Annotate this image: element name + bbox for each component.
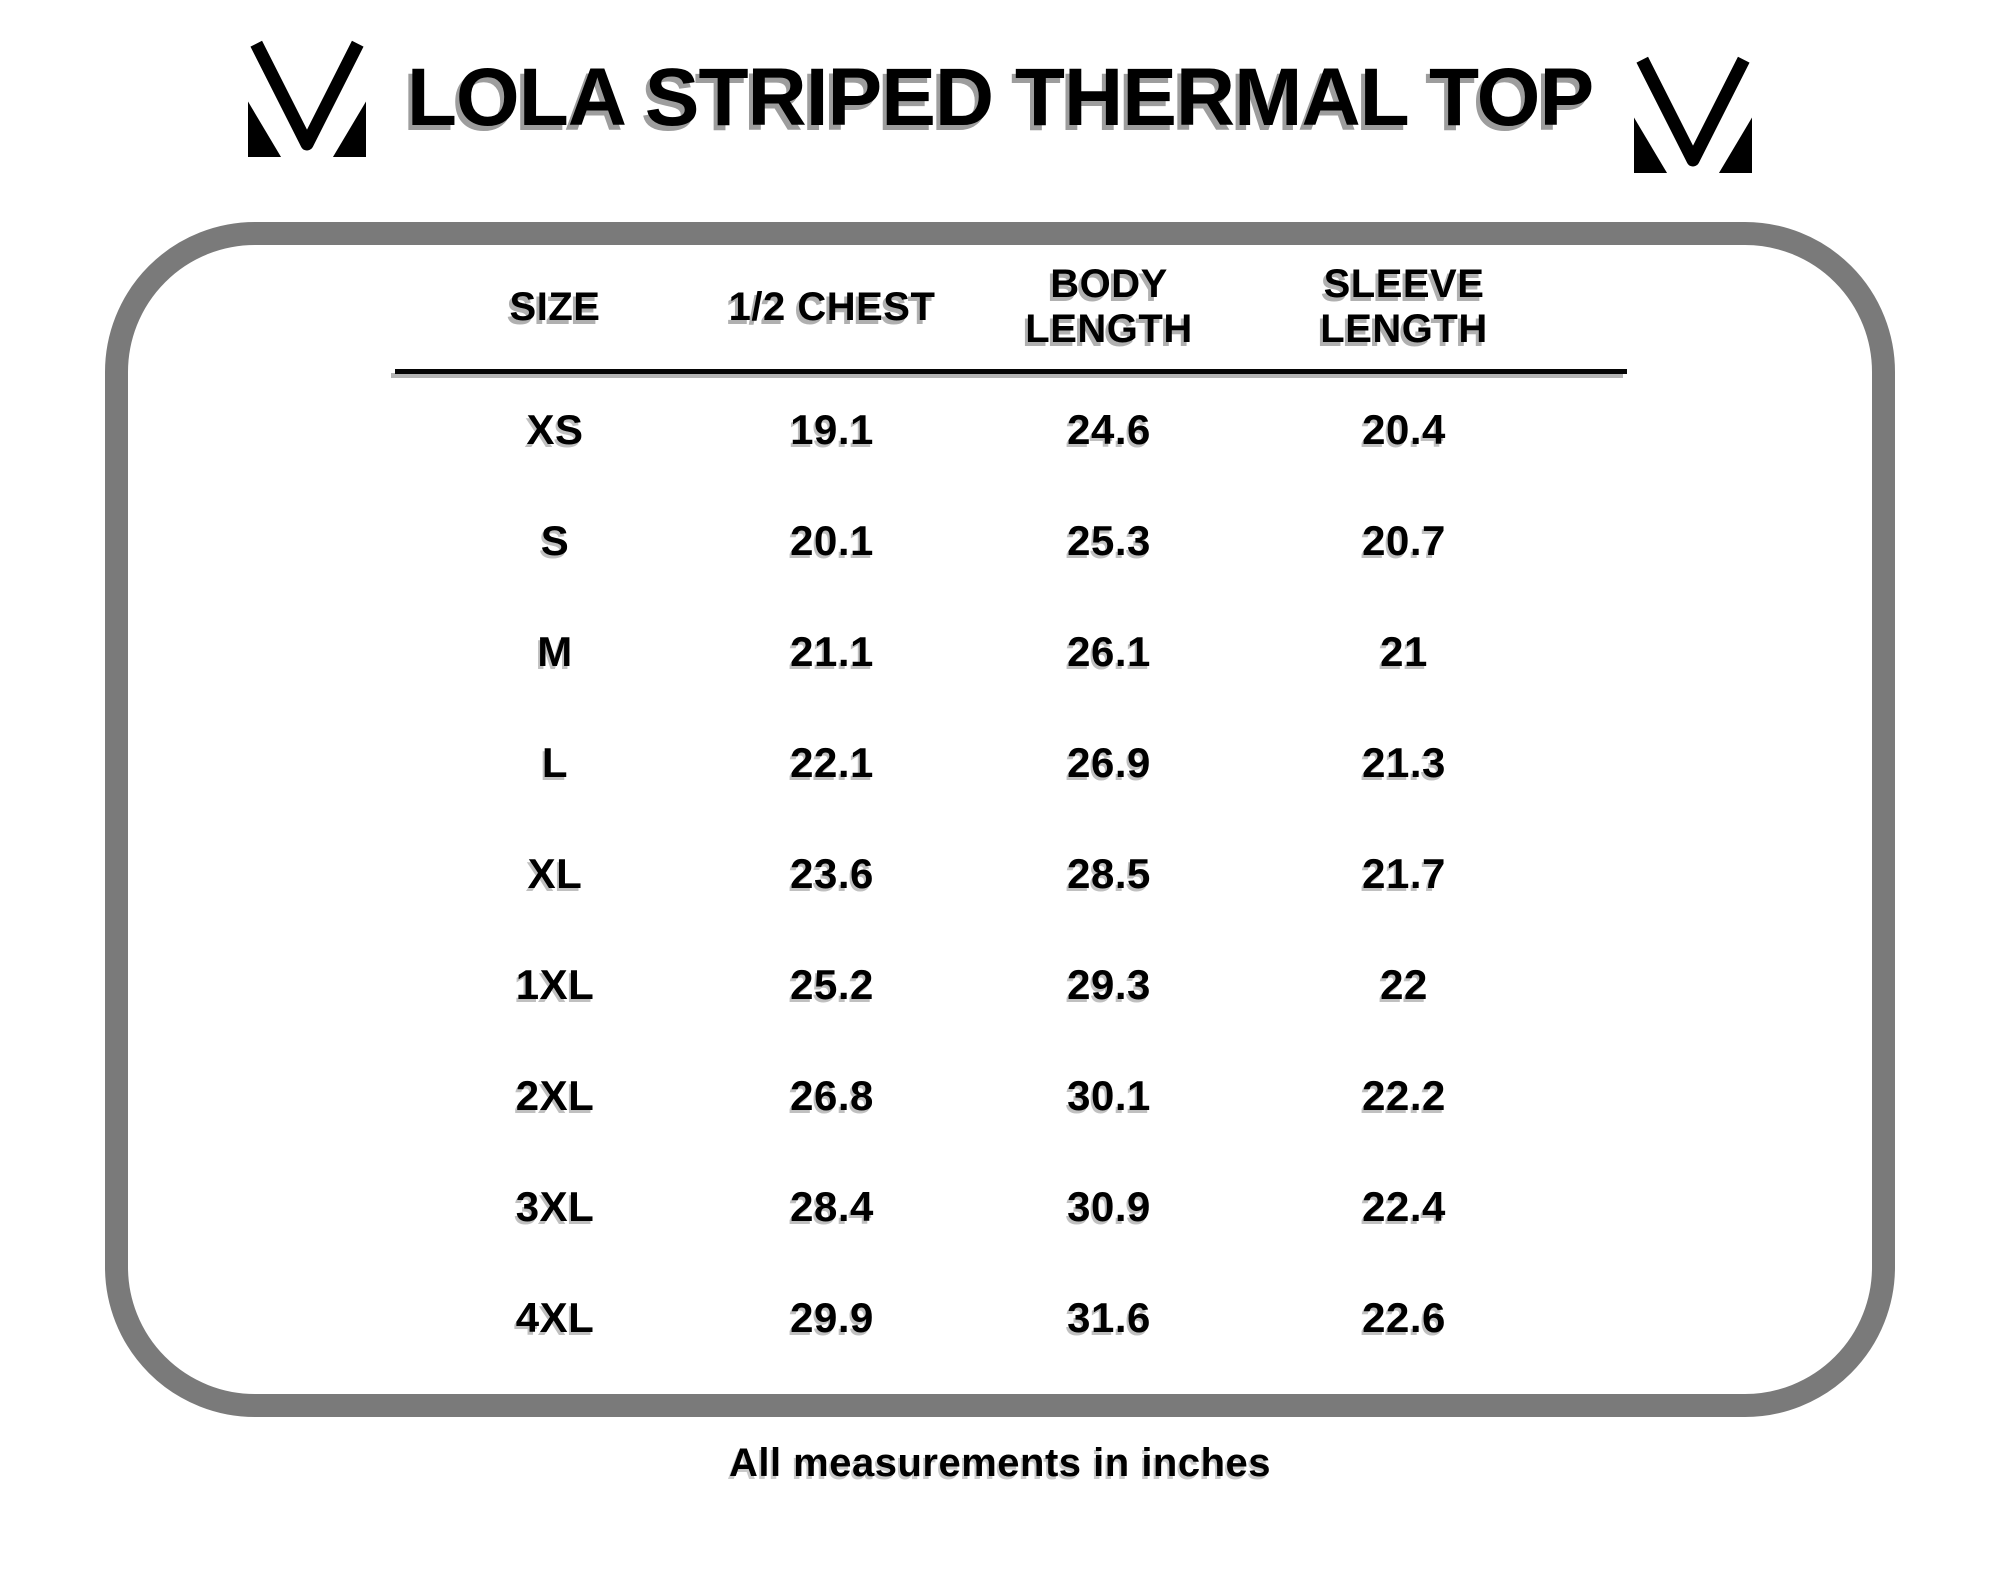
size-label: M bbox=[537, 627, 573, 675]
chest-value: 28.4 bbox=[790, 1182, 874, 1230]
size-label: 4XL bbox=[515, 1293, 595, 1341]
table-row: 2XL 26.8 30.1 22.2 bbox=[395, 1040, 1627, 1151]
table-row: XS 19.1 24.6 20.4 bbox=[395, 374, 1627, 485]
body-length-value: 24.6 bbox=[1067, 405, 1151, 453]
column-header-sleeve: SLEEVE LENGTH bbox=[1320, 262, 1488, 351]
body-length-value: 28.5 bbox=[1067, 849, 1151, 897]
header-divider bbox=[395, 369, 1627, 374]
table-row: 3XL 28.4 30.9 22.4 bbox=[395, 1151, 1627, 1262]
sleeve-value: 22.2 bbox=[1362, 1071, 1446, 1119]
chest-value: 26.8 bbox=[790, 1071, 874, 1119]
sleeve-value: 21.7 bbox=[1362, 849, 1446, 897]
body-length-value: 29.3 bbox=[1067, 960, 1151, 1008]
table-row: XL 23.6 28.5 21.7 bbox=[395, 818, 1627, 929]
sleeve-value: 22 bbox=[1380, 960, 1428, 1008]
size-label: 3XL bbox=[515, 1182, 595, 1230]
table-row: M 21.1 26.1 21 bbox=[395, 596, 1627, 707]
size-label: S bbox=[540, 516, 570, 564]
body-length-value: 31.6 bbox=[1067, 1293, 1151, 1341]
column-header-body: BODY LENGTH bbox=[1025, 262, 1193, 351]
table-row: S 20.1 25.3 20.7 bbox=[395, 485, 1627, 596]
brand-monogram-icon bbox=[1631, 55, 1755, 173]
chest-value: 22.1 bbox=[790, 738, 874, 786]
table-header-row: SIZE 1/2 CHEST BODY LENGTH SLEEVE LENGTH bbox=[395, 245, 1627, 369]
size-label: XS bbox=[526, 405, 584, 453]
brand-monogram-icon bbox=[245, 39, 369, 157]
size-chart-table: SIZE 1/2 CHEST BODY LENGTH SLEEVE LENGTH… bbox=[395, 245, 1627, 1373]
size-chart-panel: SIZE 1/2 CHEST BODY LENGTH SLEEVE LENGTH… bbox=[105, 222, 1895, 1417]
sleeve-value: 20.7 bbox=[1362, 516, 1446, 564]
body-length-value: 26.1 bbox=[1067, 627, 1151, 675]
size-label: 2XL bbox=[515, 1071, 595, 1119]
page-title: LOLA STRIPED THERMAL TOP bbox=[406, 51, 1594, 143]
table-row: 4XL 29.9 31.6 22.6 bbox=[395, 1262, 1627, 1373]
size-label: 1XL bbox=[515, 960, 595, 1008]
sleeve-value: 21.3 bbox=[1362, 738, 1446, 786]
size-label: L bbox=[541, 738, 569, 786]
chest-value: 20.1 bbox=[790, 516, 874, 564]
body-length-value: 30.1 bbox=[1067, 1071, 1151, 1119]
sleeve-value: 22.6 bbox=[1362, 1293, 1446, 1341]
sleeve-value: 21 bbox=[1380, 627, 1428, 675]
body-length-value: 30.9 bbox=[1067, 1182, 1151, 1230]
chest-value: 25.2 bbox=[790, 960, 874, 1008]
column-header-chest: 1/2 CHEST bbox=[728, 284, 936, 329]
table-body: XS 19.1 24.6 20.4 S 20.1 25.3 20.7 M 21.… bbox=[395, 374, 1627, 1373]
column-header-size: SIZE bbox=[509, 284, 601, 329]
sleeve-value: 20.4 bbox=[1362, 405, 1446, 453]
sleeve-value: 22.4 bbox=[1362, 1182, 1446, 1230]
measurement-note: All measurements in inches bbox=[728, 1441, 1272, 1485]
body-length-value: 26.9 bbox=[1067, 738, 1151, 786]
chest-value: 23.6 bbox=[790, 849, 874, 897]
size-label: XL bbox=[527, 849, 583, 897]
table-row: 1XL 25.2 29.3 22 bbox=[395, 929, 1627, 1040]
chest-value: 29.9 bbox=[790, 1293, 874, 1341]
header: LOLA STRIPED THERMAL TOP bbox=[0, 30, 2000, 173]
chest-value: 21.1 bbox=[790, 627, 874, 675]
chest-value: 19.1 bbox=[790, 405, 874, 453]
body-length-value: 25.3 bbox=[1067, 516, 1151, 564]
table-row: L 22.1 26.9 21.3 bbox=[395, 707, 1627, 818]
